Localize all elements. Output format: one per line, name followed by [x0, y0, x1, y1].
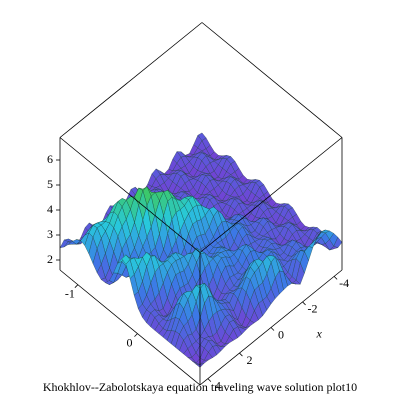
x-axis-label: x — [316, 327, 323, 341]
box-edge — [59, 137, 201, 253]
x-tick-label: -4 — [339, 276, 349, 290]
box-edge — [201, 22, 343, 138]
box-edge — [59, 22, 203, 138]
z-tick-label: 6 — [47, 152, 53, 166]
x-tick-label: -2 — [308, 302, 318, 316]
y-tick — [74, 284, 79, 288]
x-tick — [239, 352, 243, 357]
surface — [59, 132, 343, 368]
chart-title: Khokhlov--Zabolotskaya equation travelin… — [43, 380, 357, 394]
x-tick — [270, 327, 275, 331]
x-tick — [333, 276, 338, 280]
box-edge — [59, 269, 201, 386]
z-tick-label: 3 — [47, 227, 53, 241]
y-tick — [134, 333, 138, 337]
x-tick — [207, 378, 212, 382]
y-tick-label: 0 — [126, 335, 132, 349]
x-tick-label: 0 — [278, 327, 284, 341]
z-tick-label: 5 — [47, 177, 53, 191]
z-tick-label: 4 — [47, 202, 53, 216]
x-tick — [302, 301, 306, 306]
box-edge — [199, 137, 343, 253]
x-tick-label: 2 — [246, 353, 252, 367]
x-tick-label: 4 — [215, 378, 221, 392]
z-tick-label: 2 — [47, 252, 53, 266]
y-tick-label: -1 — [65, 286, 75, 300]
